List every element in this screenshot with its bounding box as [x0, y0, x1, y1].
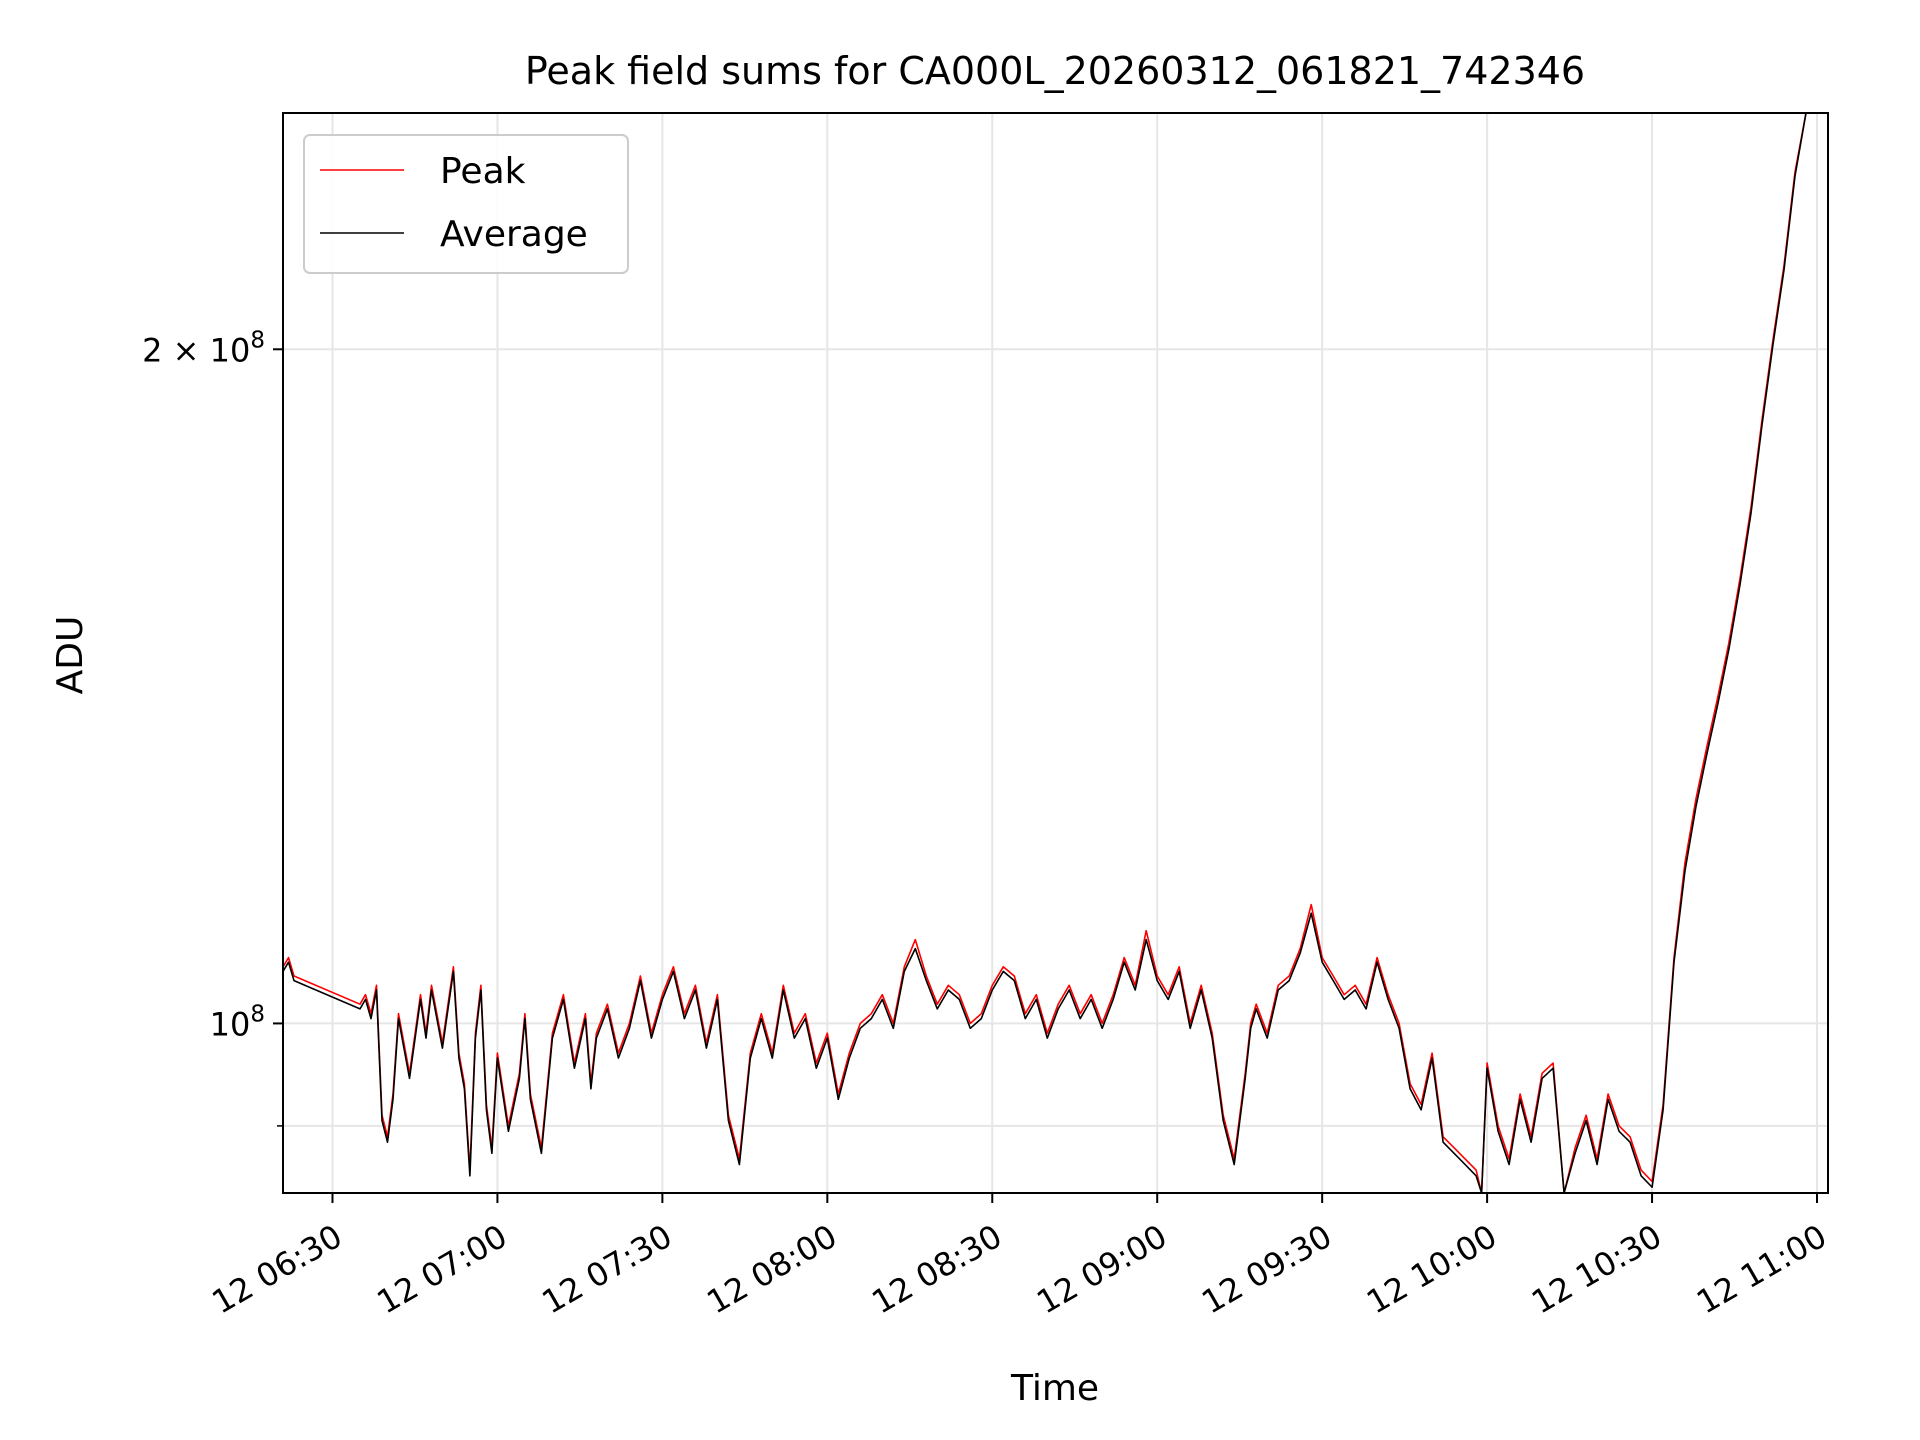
grid — [283, 113, 1828, 1193]
series-layer — [283, 113, 1828, 1193]
series-line-average — [283, 113, 1828, 1193]
x-axis-label: Time — [1010, 1368, 1099, 1409]
y-tick-exponent: 8 — [250, 327, 265, 353]
chart-title: Peak field sums for CA000L_20260312_0618… — [525, 49, 1585, 93]
y-axis-label: ADU — [50, 616, 91, 695]
y-tick-base: 10 — [210, 331, 251, 369]
y-tick-base: 10 — [210, 1005, 251, 1043]
y-tick-label: 2 × 108 — [142, 327, 265, 369]
legend-label-average: Average — [440, 214, 588, 255]
legend: Peak Average — [303, 134, 629, 274]
y-tick-mantissa: 2 × — [142, 331, 210, 369]
y-tick-exponent: 8 — [250, 1001, 265, 1027]
y-tick-label: 108 — [210, 1001, 265, 1043]
plot-frame — [282, 112, 1829, 1194]
legend-label-peak: Peak — [440, 151, 526, 192]
